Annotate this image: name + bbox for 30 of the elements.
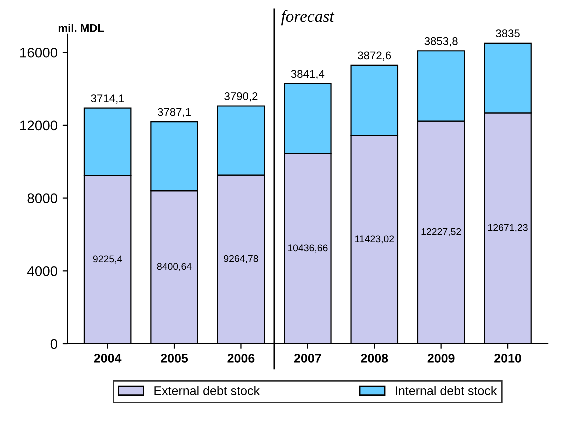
text: forecast <box>281 10 335 26</box>
data-label: 3790,2 <box>224 92 258 102</box>
x-tick-label: 2007 <box>294 354 322 363</box>
data-label: 3714,1 <box>91 94 124 104</box>
x-tick-label: 2005 <box>161 354 188 363</box>
x-tick-label: 2006 <box>228 354 255 363</box>
data-label: 9225,4 <box>93 256 122 264</box>
x-tick-label: 2009 <box>428 354 455 363</box>
data-label: 10436,66 <box>288 244 328 253</box>
y-tick-label: 16000 <box>20 48 58 58</box>
x-tick-label: 2010 <box>494 354 522 363</box>
data-label: 3853,8 <box>424 37 458 47</box>
y-tick-label: 4000 <box>28 266 58 276</box>
data-label: 3872,6 <box>358 52 392 61</box>
data-label: 3787,1 <box>158 108 191 118</box>
x-tick-label: 2008 <box>361 354 388 363</box>
data-label: 11423,02 <box>355 236 394 244</box>
legend-label: Internal debt stock <box>396 386 498 396</box>
y-tick-label: 12000 <box>20 120 58 131</box>
data-label: 9264,78 <box>224 255 258 264</box>
y-axis-title: mil. MDL <box>58 24 104 32</box>
data-label: 8400,64 <box>157 263 192 272</box>
data-label: 12227,52 <box>422 228 462 236</box>
legend-label: External debt stock <box>154 386 260 396</box>
y-tick-label: 0 <box>50 339 58 350</box>
data-label: 3841,4 <box>291 70 325 80</box>
x-tick-label: 2004 <box>94 354 122 363</box>
data-label: 12671,23 <box>488 224 528 232</box>
data-label: 3835 <box>496 30 520 38</box>
y-tick-label: 8000 <box>28 194 58 204</box>
